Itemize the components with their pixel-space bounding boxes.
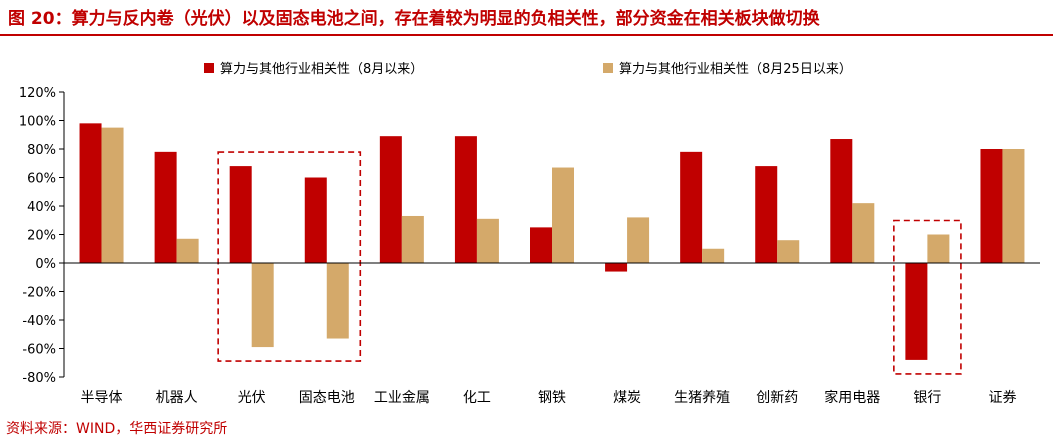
highlight-box-2 (893, 219, 962, 375)
y-tick-label: 40% (27, 200, 56, 215)
x-axis: 半导体 机器人 光伏 固态电池 工业金属 化工 钢铁 煤炭 生猪养殖 创新药 家用电器 银行 证券 (64, 262, 1040, 406)
y-tick-label: 20% (27, 229, 56, 244)
bar-series-1-7 (605, 263, 628, 272)
legend-label-1: 算力与其他行业相关性（8月以来） (220, 62, 423, 77)
x-tick-label: 银行 (913, 390, 941, 406)
y-tick-label: 0% (35, 257, 56, 272)
highlight-box-1 (217, 151, 362, 362)
bar-series-1-4 (379, 136, 402, 263)
y-tick-label: -80% (22, 371, 56, 386)
bar-series-1-10 (830, 139, 853, 263)
bar-series-1-5 (454, 136, 477, 263)
bar-series-2-6 (552, 167, 574, 263)
y-tick-label: 60% (27, 172, 56, 187)
chart-title: 图 20：算力与反内卷（光伏）以及固态电池之间，存在着较为明显的负相关性，部分资… (8, 9, 820, 29)
bar-series-2-8 (702, 248, 725, 263)
legend: 算力与其他行业相关性（8月以来） 算力与其他行业相关性（8月25日以来） (204, 62, 852, 77)
y-tick-label: 120% (19, 86, 56, 101)
y-tick-label: 100% (19, 115, 56, 130)
bar-series-2-3 (326, 263, 349, 339)
bar-series-1-1 (154, 151, 177, 263)
bar-series-1-2 (229, 166, 252, 263)
x-tick-label: 创新药 (756, 390, 798, 406)
bar-series-2-1 (176, 238, 199, 263)
x-tick-label: 固态电池 (299, 390, 355, 406)
x-tick-label: 光伏 (238, 390, 266, 406)
bar-series-2-12 (1002, 149, 1025, 263)
y-tick-label: -20% (22, 286, 56, 301)
y-axis: 120% 100% 80% 60% 40% 20% 0% -20% -40% -60% -80% (19, 86, 65, 386)
y-tick-label: 80% (27, 143, 56, 158)
bar-series-1-6 (530, 227, 552, 263)
bars (79, 123, 1025, 360)
bar-series-2-11 (927, 234, 950, 263)
bar-series-2-7 (627, 217, 650, 263)
y-tick-label: -60% (22, 343, 56, 358)
x-tick-label: 半导体 (81, 390, 123, 406)
highlight-boxes (217, 151, 962, 375)
bar-series-1-9 (755, 166, 778, 263)
bar-series-2-4 (401, 215, 424, 263)
legend-label-2: 算力与其他行业相关性（8月25日以来） (619, 62, 852, 77)
title-divider (0, 34, 1053, 36)
legend-swatch-1 (204, 63, 214, 73)
x-tick-label: 煤炭 (613, 390, 641, 406)
bar-series-2-10 (852, 203, 875, 263)
x-tick-label: 机器人 (156, 390, 198, 406)
bar-series-1-12 (980, 149, 1003, 263)
x-tick-label: 工业金属 (374, 390, 430, 406)
x-tick-label: 化工 (463, 390, 491, 406)
bar-series-2-9 (777, 240, 800, 263)
y-tick-label: -40% (22, 314, 56, 329)
bar-series-2-5 (476, 218, 499, 263)
source-note: 资料来源：WIND，华西证券研究所 (6, 421, 228, 437)
bar-series-1-8 (680, 151, 703, 263)
bar-series-2-0 (101, 127, 124, 263)
bar-series-1-11 (905, 263, 928, 360)
x-tick-label: 家用电器 (824, 389, 880, 406)
x-tick-label: 证券 (988, 390, 1016, 406)
x-tick-label: 钢铁 (538, 390, 566, 406)
bar-series-1-0 (79, 123, 102, 263)
x-tick-label: 生猪养殖 (674, 389, 730, 406)
legend-swatch-2 (603, 63, 613, 73)
bar-series-1-3 (304, 177, 327, 263)
bar-series-2-2 (251, 263, 274, 348)
